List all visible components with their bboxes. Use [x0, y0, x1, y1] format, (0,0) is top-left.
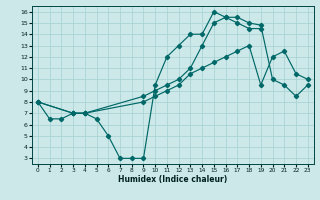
- X-axis label: Humidex (Indice chaleur): Humidex (Indice chaleur): [118, 175, 228, 184]
